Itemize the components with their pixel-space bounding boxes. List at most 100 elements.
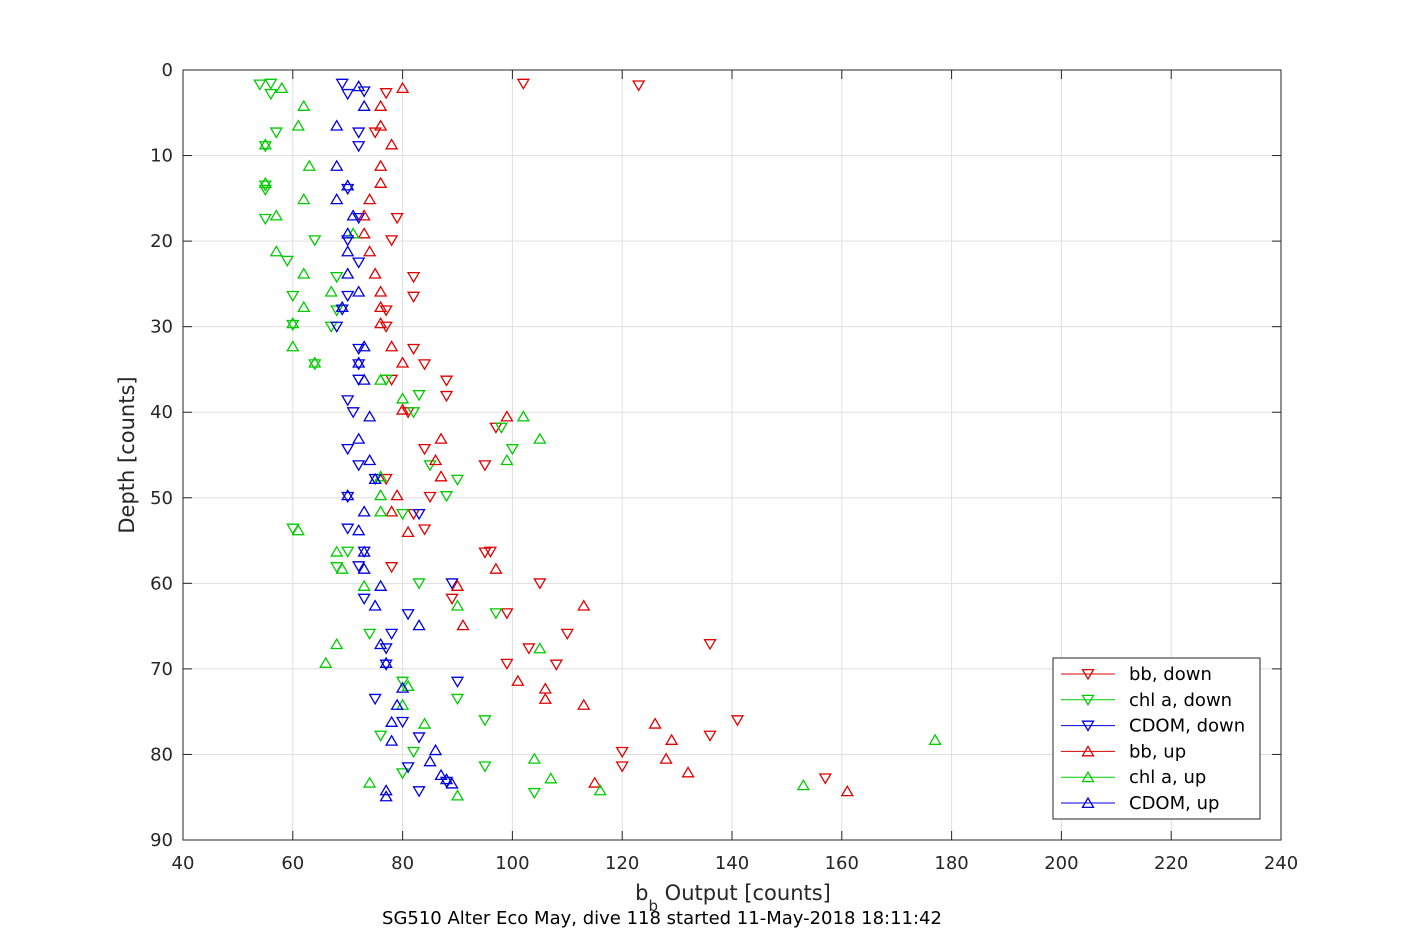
legend-entry: bb, up [1061,741,1186,762]
data-point [330,637,344,650]
data-point [423,460,437,472]
data-point [489,608,503,620]
data-point [434,470,448,482]
data-point [423,491,437,504]
data-point [406,407,421,419]
data-point [357,227,371,239]
data-point [648,717,662,729]
legend-label: bb, down [1129,664,1212,685]
data-point [352,359,366,371]
data-point [363,410,377,422]
data-point [434,432,448,444]
data-point [352,127,366,139]
data-point [412,508,426,521]
data-point [615,746,629,759]
legend-marker [1081,796,1095,809]
legend-marker [1081,694,1095,707]
data-point [363,192,377,205]
y-tick-label: 80 [150,744,173,765]
data-point [357,579,371,591]
data-point [352,285,366,297]
data-point [291,119,305,131]
data-point [395,356,410,368]
data-point [406,343,421,356]
data-point [368,127,382,139]
y-tick-label: 40 [150,402,173,423]
data-point [352,343,366,356]
data-point [379,473,393,486]
data-point [368,599,382,611]
data-point [330,271,344,284]
data-point [286,290,300,303]
x-axis-label-rest: Output [counts] [658,881,831,905]
data-point [357,86,371,98]
data-point [352,460,366,472]
data-point [280,255,294,268]
data-point [264,78,278,90]
data-point [269,127,283,139]
data-point [533,578,547,590]
y-tick-label: 20 [150,231,173,252]
data-point [439,773,454,785]
data-point [395,681,410,693]
data-point [516,410,531,422]
data-point [346,209,360,221]
data-point [450,676,465,688]
data-point [406,291,421,303]
data-point [341,443,355,456]
data-point [840,785,854,797]
data-point [511,674,525,686]
x-tick-label: 120 [605,853,639,874]
data-point [384,340,399,352]
data-point [456,619,470,631]
data-point [428,743,443,756]
ticks: 40 60 80 100 120 140 160 180 200 220 240 0 10 20 30 40 5… [150,60,1298,874]
data-point [478,715,492,727]
data-point [395,508,410,521]
data-point [374,176,388,188]
data-point [478,761,492,773]
data-point [374,730,388,742]
data-point [341,227,355,239]
data-point [450,789,465,801]
data-point [357,562,371,574]
data-point [450,599,465,611]
series-cdom-up [330,80,459,802]
data-point [516,78,531,90]
x-tick-label: 180 [934,853,968,874]
data-point [335,78,349,90]
y-tick-label: 0 [162,60,173,81]
data-point [390,698,404,710]
data-point [335,300,349,313]
data-point [357,340,371,352]
y-tick-label: 30 [150,317,173,338]
data-point [341,88,355,101]
legend-label: chl a, down [1129,690,1232,711]
data-point [341,491,355,504]
data-point [275,81,289,94]
legend-label: CDOM, up [1129,793,1219,814]
data-point [527,787,541,800]
data-point [417,717,432,729]
x-tick-label: 220 [1154,853,1188,874]
data-point [352,524,366,536]
legend-entry: CDOM, up [1061,793,1219,814]
data-point [395,768,410,780]
x-tick-label: 80 [391,853,414,874]
data-point [632,80,646,92]
data-point [357,209,371,221]
data-point [395,81,410,94]
data-point [319,656,333,668]
data-point [379,321,393,333]
data-point [258,141,272,153]
data-point [384,734,399,746]
data-point [374,579,388,591]
data-point [352,212,366,225]
data-point [357,545,371,557]
legend-marker [1081,770,1095,783]
data-point [401,525,415,538]
y-tick-label: 70 [150,659,173,680]
legend-label: CDOM, down [1129,716,1245,737]
data-point [560,628,574,641]
